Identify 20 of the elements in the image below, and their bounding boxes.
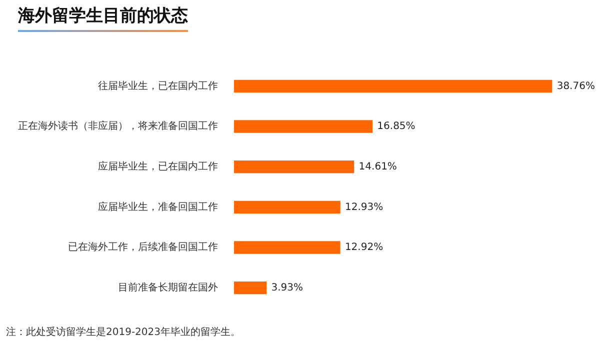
data-label: 16.85% (377, 121, 416, 132)
data-label: 14.61% (358, 161, 397, 172)
data-label: 38.76% (556, 80, 595, 92)
y-tick-label: 目前准备长期留在国外 (118, 281, 218, 294)
chart-title: 海外留学生目前的状态 (18, 5, 188, 27)
y-tick-label: 已在海外工作，后续准备回国工作 (68, 241, 218, 254)
bar (234, 160, 354, 174)
bar (234, 120, 372, 133)
data-label: 12.92% (344, 242, 384, 254)
bar (234, 80, 552, 92)
data-label: 3.93% (271, 282, 304, 294)
y-tick-label: 应届毕业生，已在国内工作 (98, 160, 218, 172)
y-tick-label: 正在海外读书（非应届），将来准备回国工作 (18, 120, 218, 132)
bar (234, 282, 267, 294)
y-tick-label: 应届毕业生，准备回国工作 (98, 200, 218, 213)
bar (234, 200, 340, 214)
y-tick-label: 往届毕业生，已在国内工作 (98, 80, 218, 92)
bar (234, 241, 340, 254)
data-label: 12.93% (345, 202, 384, 213)
text: 注：此处受访留学生是2019-2023年毕业的留学生。 (6, 326, 241, 339)
